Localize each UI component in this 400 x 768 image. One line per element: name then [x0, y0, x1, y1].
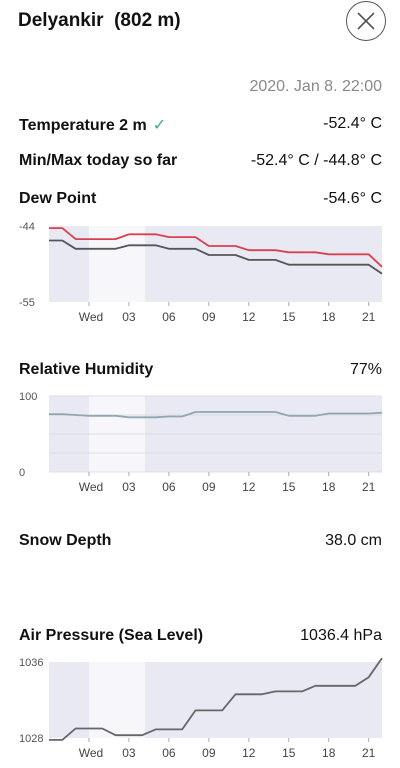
temperature-chart: -44 -55 Wed 03 06 09 12 15 18 21 [19, 221, 383, 324]
pressure-chart: 1036 1028 Wed 03 06 09 12 15 18 21 [19, 657, 383, 760]
observation-timestamp: 2020. Jan 8. 22:00 [249, 78, 382, 95]
station-elevation: (802 m) [114, 10, 181, 31]
x-tick-label: 06 [162, 746, 176, 760]
y-tick-label: -55 [19, 297, 35, 309]
x-tick-label: 15 [282, 480, 296, 494]
dewpoint-value: -54.6° C [323, 190, 382, 207]
night-band [49, 662, 89, 738]
humidity-chart: 100 0 Wed 03 06 09 12 15 18 21 [19, 391, 383, 494]
x-tick-label: 03 [122, 480, 136, 494]
x-tick-label: 06 [162, 480, 176, 494]
x-tick-label: 21 [362, 746, 376, 760]
dewpoint-label: Dew Point [19, 190, 97, 207]
x-tick-label: 21 [362, 310, 376, 324]
x-tick-label: 06 [162, 310, 176, 324]
x-tick-label: 09 [202, 480, 216, 494]
pressure-label: Air Pressure (Sea Level) [19, 627, 204, 644]
x-tick-label: 18 [322, 746, 336, 760]
x-tick-label: Wed [79, 310, 103, 324]
minmax-label: Min/Max today so far [19, 152, 178, 169]
y-tick-label: -44 [19, 221, 35, 233]
temperature-label-text: Temperature 2 m [19, 117, 147, 134]
pressure-value: 1036.4 hPa [300, 627, 382, 644]
close-icon [357, 12, 375, 30]
series-line [49, 411, 383, 419]
day-band [88, 226, 145, 302]
x-tick-label: 21 [362, 480, 376, 494]
humidity-value: 77% [349, 361, 382, 378]
temperature-label: Temperature 2 m ✓ [19, 115, 166, 135]
station-title: Delyankir (802 m) [18, 10, 181, 32]
x-tick-label: 15 [282, 746, 296, 760]
day-band [88, 662, 145, 738]
night-band [49, 226, 89, 302]
x-tick-label: 18 [322, 310, 336, 324]
snow-depth-value: 38.0 cm [325, 532, 382, 549]
x-tick-label: 03 [122, 310, 136, 324]
minmax-value: -52.4° C / -44.8° C [250, 152, 382, 169]
night-band [144, 662, 382, 738]
x-tick-label: 09 [202, 310, 216, 324]
x-tick-label: 18 [322, 480, 336, 494]
y-tick-label: 100 [19, 391, 37, 403]
x-tick-label: 12 [242, 310, 256, 324]
x-tick-label: 12 [242, 746, 256, 760]
series-line [49, 657, 383, 741]
snow-depth-label: Snow Depth [19, 532, 112, 549]
station-name: Delyankir [18, 10, 104, 31]
y-tick-label: 1036 [19, 657, 43, 669]
check-icon: ✓ [152, 117, 167, 134]
y-tick-label: 0 [19, 467, 25, 479]
close-button[interactable] [346, 1, 386, 41]
y-tick-label: 1028 [19, 733, 43, 745]
humidity-label: Relative Humidity [19, 361, 154, 378]
series-line [49, 227, 383, 268]
x-tick-label: 15 [282, 310, 296, 324]
series-line [49, 239, 383, 275]
x-tick-label: 03 [122, 746, 136, 760]
x-tick-label: Wed [79, 746, 103, 760]
temperature-value: -52.4° C [323, 115, 382, 132]
x-tick-label: 09 [202, 746, 216, 760]
x-tick-label: 12 [242, 480, 256, 494]
x-tick-label: Wed [79, 480, 103, 494]
